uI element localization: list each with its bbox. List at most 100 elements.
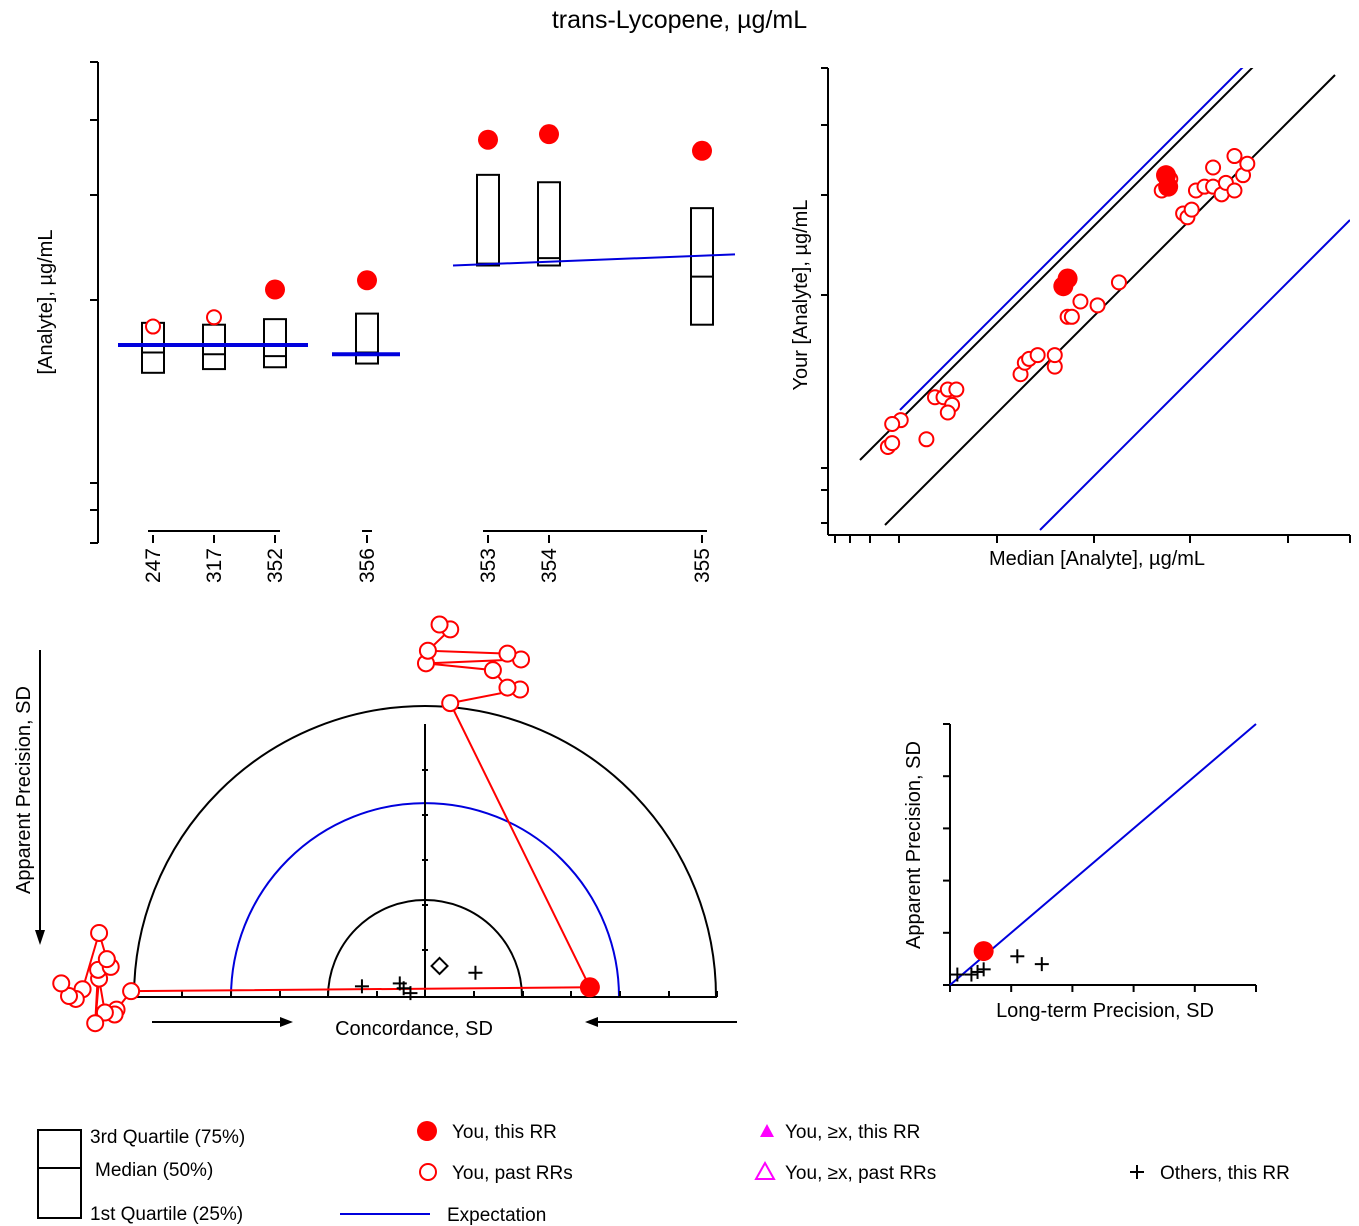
- legend-q3-label: 3rd Quartile (75%): [90, 1127, 245, 1148]
- x-axis-label: Median [Analyte], µg/mL: [989, 548, 1205, 570]
- you-past-rr-point: [1063, 308, 1080, 325]
- you-past-rr-point: [52, 974, 71, 993]
- x-tick-label: 247: [142, 548, 165, 583]
- others-point: [468, 965, 483, 980]
- you-past-rr-point: [1089, 297, 1106, 314]
- youden-panel: Median [Analyte], µg/mL Your [Analyte], µ…: [790, 67, 1351, 570]
- y-axis-label: Your [Analyte], µg/mL: [790, 200, 812, 391]
- boxplot-panel: [Analyte], µg/mL 247 317 352 356 353 354 355: [35, 61, 736, 583]
- you-past-rr-point: [145, 318, 161, 335]
- you-this-rr-point: [1057, 268, 1078, 289]
- others-point: [950, 967, 965, 982]
- you-past-rr-point: [206, 309, 222, 326]
- legend-you-ge-this-label: You, ≥x, this RR: [785, 1122, 920, 1143]
- you-past-rr-point: [60, 987, 79, 1006]
- legend-you-past-label: You, past RRs: [452, 1163, 573, 1184]
- you-past-rr-point: [86, 1014, 105, 1033]
- you-past-rr-point: [498, 678, 517, 697]
- others-point: [354, 979, 369, 994]
- you-past-rr-point: [884, 435, 901, 452]
- x-axis-label: Long-term Precision, SD: [996, 1000, 1214, 1022]
- legend-others-label: Others, this RR: [1160, 1163, 1290, 1184]
- expectation-line: [452, 253, 736, 267]
- legend-others-marker: [1130, 1165, 1144, 1179]
- you-this-rr-point: [579, 977, 600, 998]
- others-point: [1034, 957, 1049, 972]
- x-tick-label: 356: [356, 548, 379, 583]
- outer-arc: [133, 705, 717, 998]
- you-this-rr-point: [539, 124, 559, 145]
- you-past-rr-point: [1046, 347, 1063, 364]
- you-past-rr-point: [1183, 201, 1200, 218]
- legend: 3rd Quartile (75%) Median (50%) 1st Quarti…: [37, 1121, 1290, 1226]
- y-axis-label: [Analyte], µg/mL: [35, 230, 57, 375]
- legend-you-ge-this-marker: [760, 1124, 774, 1137]
- y-axis-label: Apparent Precision, SD: [13, 686, 35, 894]
- legend-you-ge-past-marker: [754, 1160, 776, 1180]
- you-past-rr-point: [1072, 293, 1089, 310]
- you-past-rr-point: [1226, 148, 1243, 165]
- you-past-rr-point: [97, 950, 116, 969]
- chart-title: trans-Lycopene, µg/mL: [551, 6, 808, 34]
- you-this-rr-point: [478, 129, 498, 150]
- you-past-rr-point: [1226, 182, 1243, 199]
- you-past-rr-point: [483, 661, 502, 680]
- you-past-rr-point: [1029, 347, 1046, 364]
- identity-upper: [859, 68, 1254, 461]
- x-tick-label: 354: [538, 548, 561, 583]
- consensus-diamond: [430, 956, 449, 976]
- x-arrow-head-right: [585, 1017, 598, 1027]
- legend-you-past-marker: [419, 1163, 437, 1181]
- x-tick-label: 317: [203, 548, 226, 583]
- precision-panel: Long-term Precision, SD Apparent Precisio…: [903, 723, 1257, 1022]
- upper-blue-line: [899, 68, 1244, 411]
- x-tick-label: 355: [691, 548, 714, 583]
- box-iqr: [537, 181, 561, 267]
- legend-you-ge-past-label: You, ≥x, past RRs: [785, 1163, 936, 1184]
- reference-lines: [859, 68, 1350, 531]
- you-past-rr-point: [1239, 155, 1256, 172]
- you-past-rr-point: [122, 982, 141, 1001]
- you-this-rr-point: [973, 941, 994, 962]
- y-axis-label: Apparent Precision, SD: [903, 741, 925, 949]
- you-past-rr-point: [498, 644, 517, 663]
- you-this-rr-point: [1158, 176, 1179, 197]
- legend-expectation-label: Expectation: [447, 1205, 546, 1226]
- x-tick-label: 352: [264, 548, 287, 583]
- x-tick-label: 353: [477, 548, 500, 583]
- you-this-rr-point: [692, 140, 712, 161]
- x-axis-label: Concordance, SD: [335, 1018, 493, 1040]
- others-point: [964, 967, 979, 982]
- others-point: [403, 986, 418, 1001]
- expectation-line: [949, 723, 1257, 986]
- you-past-rr-point: [430, 615, 449, 634]
- x-arrow-head-left: [280, 1017, 293, 1027]
- box-iqr: [355, 312, 379, 365]
- legend-q1-label: 1st Quartile (25%): [90, 1204, 243, 1225]
- you-past-rr-point: [1110, 274, 1127, 291]
- you-past-rr-point: [441, 694, 460, 713]
- legend-you-this-label: You, this RR: [452, 1122, 557, 1143]
- you-this-rr-point: [357, 270, 377, 291]
- you-this-rr-point: [265, 279, 285, 300]
- you-history-line: [60, 929, 590, 1024]
- you-past-rr-point: [1205, 159, 1222, 176]
- you-past-rr-point: [948, 381, 965, 398]
- legend-you-this-marker: [417, 1121, 437, 1141]
- others-point: [970, 964, 985, 979]
- target-panel: Concordance, SD Apparent Precision, SD: [13, 615, 737, 1040]
- legend-box-icon: [37, 1129, 82, 1219]
- box-iqr: [690, 207, 714, 326]
- you-past-rr-point: [918, 431, 935, 448]
- you-past-rr-point: [884, 415, 901, 432]
- lower-blue-line: [1039, 219, 1350, 531]
- you-past-rr-point: [90, 923, 109, 942]
- legend-median-label: Median (50%): [95, 1160, 213, 1181]
- you-past-rr-point: [418, 641, 437, 660]
- y-arrow-head: [35, 930, 45, 945]
- you-past-rr-point: [939, 404, 956, 421]
- others-point: [1010, 949, 1025, 964]
- others-point: [976, 962, 991, 977]
- identity-lower: [884, 74, 1336, 526]
